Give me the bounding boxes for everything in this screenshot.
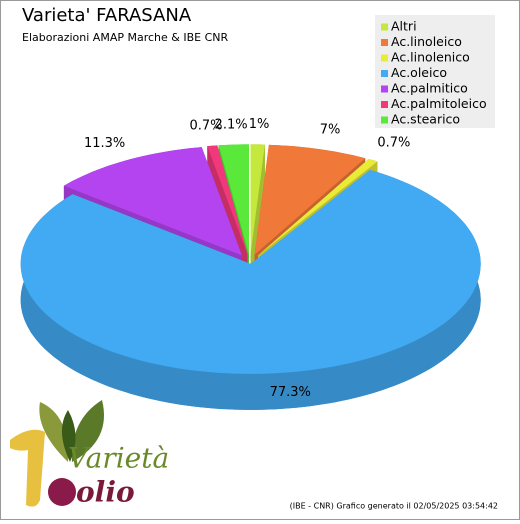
logo-olive [48, 478, 76, 506]
logo-leaf [39, 402, 69, 462]
legend-label: Altri [391, 19, 417, 34]
legend: AltriAc.linoleicoAc.linolenicoAc.oleicoA… [381, 19, 487, 127]
logo-leaf [71, 400, 104, 462]
legend-label: Ac.linolenico [391, 50, 470, 65]
data-label: 7% [320, 122, 341, 137]
slice-top [218, 144, 249, 255]
slice-top [20, 169, 481, 374]
chart-title: Varieta' FARASANA [22, 5, 192, 26]
data-label: 0.7% [377, 135, 410, 150]
slice-top [207, 145, 248, 255]
logo-leaf [61, 410, 76, 462]
pie: 1% 7%0.7%77.3%11.3%0.7%2.1% [20, 117, 481, 410]
logo-text: Varietà [68, 442, 169, 475]
logo-text: olio [76, 476, 135, 509]
data-label: 2.1% [215, 117, 248, 132]
legend-label: Ac.palmitoleico [391, 96, 487, 111]
legend-swatch [381, 101, 388, 108]
legend-label: Ac.linoleico [391, 34, 462, 49]
data-label: 77.3% [270, 385, 311, 400]
logo-one [10, 429, 45, 507]
slice-top [250, 144, 265, 255]
slice-edge [250, 144, 265, 291]
legend-swatch [381, 23, 388, 31]
logo: Varietà olio [10, 400, 169, 509]
legend-swatch [381, 116, 388, 124]
data-label: 0.7% [189, 119, 222, 134]
footer: (IBE - CNR) Grafico generato il 02/05/20… [290, 502, 498, 511]
legend-label: Ac.stearico [391, 112, 460, 127]
slice-top [254, 144, 366, 255]
legend-swatch [381, 70, 388, 77]
chart-subtitle: Elaborazioni AMAP Marche & IBE CNR [22, 31, 228, 44]
data-label: 1% [249, 117, 270, 132]
slice-top [63, 147, 242, 256]
slice [20, 169, 481, 410]
data-label: 11.3% [84, 136, 125, 151]
legend-box [375, 15, 495, 128]
legend-swatch [381, 85, 388, 93]
legend-swatch [381, 54, 388, 62]
legend-label: Ac.oleico [391, 65, 447, 80]
legend-label: Ac.palmitico [391, 81, 468, 96]
legend-swatch [381, 39, 388, 46]
slice-top [258, 159, 378, 256]
